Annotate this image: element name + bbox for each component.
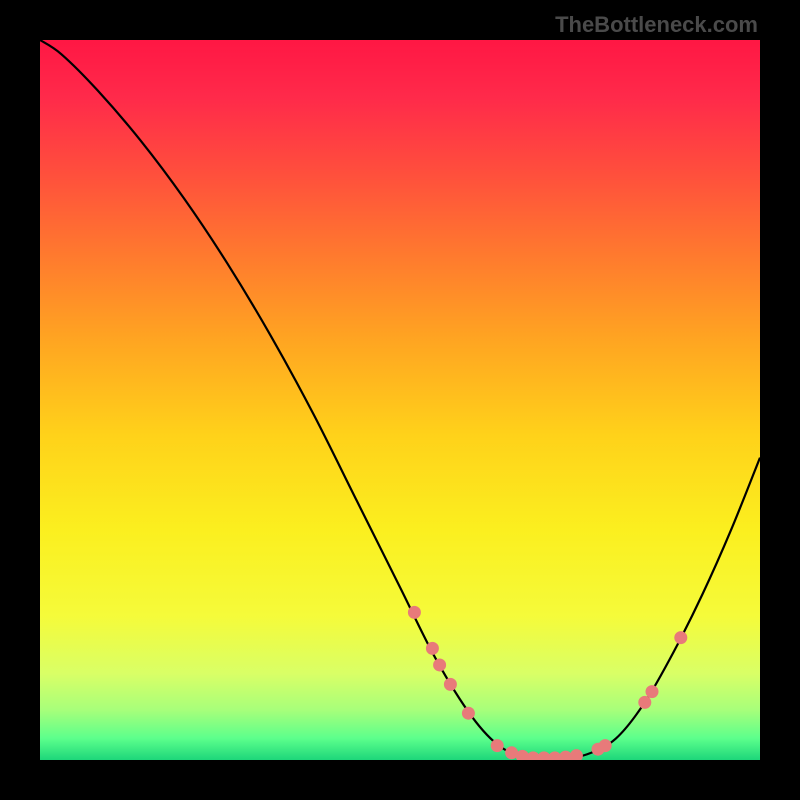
data-marker — [646, 685, 659, 698]
bottleneck-curve — [40, 40, 760, 759]
data-marker — [462, 707, 475, 720]
curve-layer — [40, 40, 760, 760]
data-marker — [674, 631, 687, 644]
data-marker — [408, 606, 421, 619]
watermark-text: TheBottleneck.com — [555, 12, 758, 38]
data-markers — [408, 606, 687, 760]
chart-plot-area — [40, 40, 760, 760]
data-marker — [599, 739, 612, 752]
data-marker — [638, 696, 651, 709]
data-marker — [426, 642, 439, 655]
data-marker — [444, 678, 457, 691]
data-marker — [433, 658, 446, 671]
data-marker — [570, 749, 583, 760]
data-marker — [491, 739, 504, 752]
